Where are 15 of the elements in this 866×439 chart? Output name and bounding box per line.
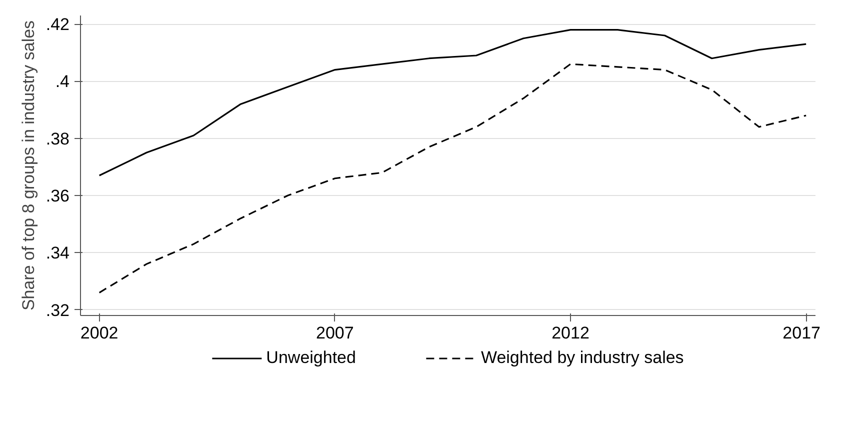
x-tick-label: 2007	[316, 324, 354, 342]
legend-label: Unweighted	[266, 348, 356, 368]
y-tick-label: .42	[46, 15, 70, 34]
x-tick-label: 2002	[80, 324, 118, 342]
x-tick-label: 2012	[552, 324, 590, 342]
line-series	[98, 63, 807, 294]
y-axis-title: Share of top 8 groups in industry sales	[18, 20, 38, 311]
y-tick-label: .34	[46, 244, 70, 263]
y-tick-label: .36	[46, 186, 70, 206]
y-tick-label: .32	[46, 300, 70, 320]
line-series	[98, 28, 807, 176]
y-tick-label: .4	[55, 72, 70, 92]
x-tick-label: 2017	[782, 324, 821, 342]
legend-label: Weighted by industry sales	[480, 348, 684, 368]
y-tick-label: .38	[46, 129, 70, 148]
